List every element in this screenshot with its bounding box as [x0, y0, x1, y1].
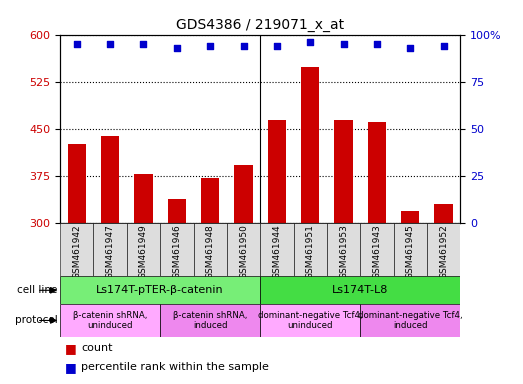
Point	[439, 43, 448, 49]
Text: GSM461945: GSM461945	[406, 224, 415, 279]
Bar	[94, 223, 127, 276]
Bar	[234, 165, 253, 223]
Bar	[60, 304, 160, 337]
Text: GSM461952: GSM461952	[439, 224, 448, 279]
Text: percentile rank within the sample: percentile rank within the sample	[81, 362, 269, 372]
Point	[406, 45, 414, 51]
Bar	[160, 304, 260, 337]
Point	[139, 41, 147, 47]
Title: GDS4386 / 219071_x_at: GDS4386 / 219071_x_at	[176, 18, 344, 32]
Bar	[260, 304, 360, 337]
Text: GSM461946: GSM461946	[173, 224, 181, 279]
Bar	[360, 304, 460, 337]
Bar	[67, 144, 86, 223]
Bar	[360, 223, 393, 276]
Bar	[435, 204, 453, 223]
Text: Ls174T-L8: Ls174T-L8	[332, 285, 389, 295]
Bar	[327, 223, 360, 276]
Text: GSM461951: GSM461951	[306, 224, 315, 279]
Text: count: count	[81, 343, 112, 353]
Text: ■: ■	[65, 342, 77, 355]
Bar	[368, 122, 386, 223]
Text: ■: ■	[65, 361, 77, 374]
Bar	[168, 199, 186, 223]
Text: β-catenin shRNA,
uninduced: β-catenin shRNA, uninduced	[73, 311, 147, 330]
Bar	[160, 223, 194, 276]
Point	[206, 43, 214, 49]
Bar	[60, 276, 260, 304]
Bar	[260, 223, 293, 276]
Bar	[293, 223, 327, 276]
Text: dominant-negative Tcf4,
uninduced: dominant-negative Tcf4, uninduced	[258, 311, 362, 330]
Point	[73, 41, 81, 47]
Point	[272, 43, 281, 49]
Bar	[60, 223, 94, 276]
Bar	[227, 223, 260, 276]
Point	[106, 41, 115, 47]
Text: GSM461944: GSM461944	[272, 224, 281, 279]
Text: β-catenin shRNA,
induced: β-catenin shRNA, induced	[173, 311, 247, 330]
Bar	[427, 223, 460, 276]
Text: protocol: protocol	[15, 315, 58, 326]
Bar	[394, 223, 427, 276]
Point	[339, 41, 348, 47]
Bar	[260, 276, 460, 304]
Text: Ls174T-pTER-β-catenin: Ls174T-pTER-β-catenin	[96, 285, 224, 295]
Text: dominant-negative Tcf4,
induced: dominant-negative Tcf4, induced	[358, 311, 462, 330]
Bar	[334, 121, 353, 223]
Point	[173, 45, 181, 51]
Text: GSM461953: GSM461953	[339, 224, 348, 279]
Bar	[401, 212, 419, 223]
Bar	[134, 174, 153, 223]
Text: GSM461947: GSM461947	[106, 224, 115, 279]
Bar	[301, 67, 320, 223]
Bar	[201, 177, 219, 223]
Bar	[127, 223, 160, 276]
Text: GSM461950: GSM461950	[239, 224, 248, 279]
Bar	[101, 136, 119, 223]
Text: GSM461949: GSM461949	[139, 224, 148, 279]
Bar	[194, 223, 227, 276]
Point	[373, 41, 381, 47]
Text: GSM461943: GSM461943	[372, 224, 381, 279]
Bar	[268, 121, 286, 223]
Text: cell line: cell line	[17, 285, 58, 295]
Text: GSM461942: GSM461942	[72, 224, 81, 279]
Text: GSM461948: GSM461948	[206, 224, 214, 279]
Point	[306, 39, 314, 45]
Point	[240, 43, 248, 49]
